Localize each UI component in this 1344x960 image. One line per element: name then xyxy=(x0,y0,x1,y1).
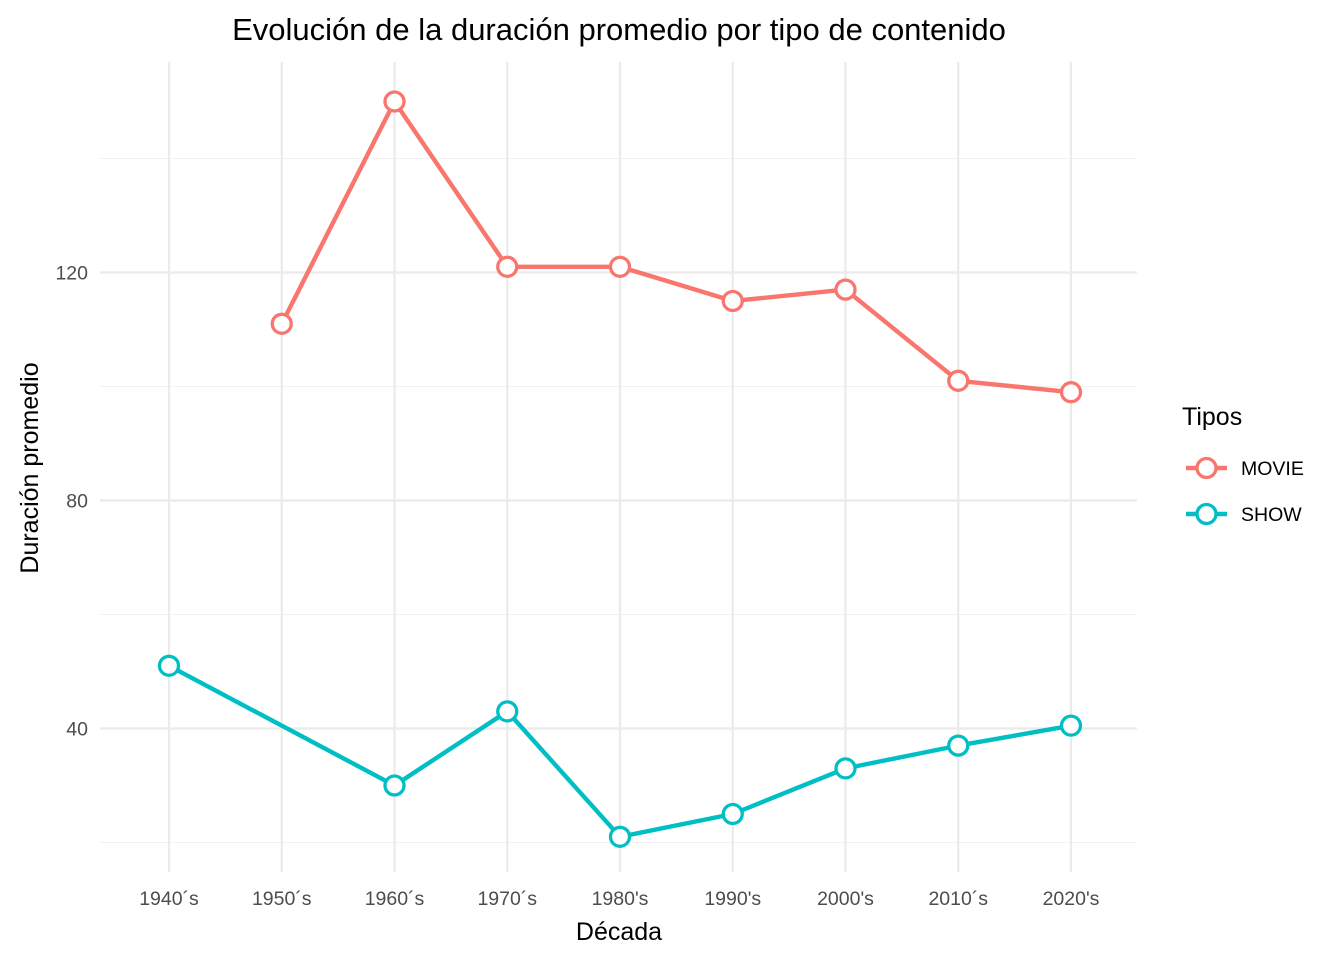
x-tick-label: 1940´s xyxy=(139,888,199,910)
x-axis-ticks: 1940´s 1950´s 1960´s 1970´s 1980's 1990's 2000… xyxy=(139,888,1099,910)
data-point-show xyxy=(496,700,519,723)
data-point-movie xyxy=(496,255,519,278)
legend-item-movie: MOVIE xyxy=(1186,456,1304,480)
x-tick-label: 1960´s xyxy=(365,888,425,910)
data-point-show xyxy=(383,774,406,797)
series-line-movie xyxy=(279,99,1072,395)
series-points xyxy=(157,90,1083,848)
y-tick-label: 120 xyxy=(55,263,88,285)
x-tick-label: 1950´s xyxy=(252,888,312,910)
legend-title: Tipos xyxy=(1182,403,1242,431)
grid xyxy=(100,62,1137,872)
legend-key-marker xyxy=(1195,502,1218,526)
y-axis-ticks: 40 80 120 xyxy=(55,263,88,741)
data-point-show xyxy=(721,802,744,826)
legend-item-show: SHOW xyxy=(1186,502,1302,526)
x-tick-label: 1970´s xyxy=(477,888,537,910)
x-tick-label: 2000's xyxy=(817,888,874,910)
data-point-movie xyxy=(383,90,406,113)
y-tick-label: 80 xyxy=(66,491,88,513)
legend-label: MOVIE xyxy=(1241,458,1304,480)
data-point-movie xyxy=(947,369,970,392)
data-point-show xyxy=(1059,714,1083,737)
chart-title: Evolución de la duración promedio por ti… xyxy=(232,12,1006,47)
data-point-show xyxy=(947,734,970,757)
data-point-show xyxy=(608,825,632,848)
data-point-movie xyxy=(721,289,744,313)
data-point-movie xyxy=(608,255,632,278)
data-point-show xyxy=(834,757,857,780)
x-tick-label: 1980's xyxy=(592,888,649,910)
data-point-movie xyxy=(1059,381,1083,404)
data-point-movie xyxy=(834,278,857,301)
x-axis-title: Década xyxy=(576,918,662,946)
y-axis-title: Duración promedio xyxy=(16,362,44,573)
data-point-show xyxy=(157,654,181,677)
x-tick-label: 2010´s xyxy=(928,888,988,910)
series-line-show xyxy=(167,663,1072,839)
legend-label: SHOW xyxy=(1241,504,1302,526)
series-lines xyxy=(167,99,1072,839)
legend: Tipos MOVIE SHOW xyxy=(1182,403,1304,526)
legend-key-marker xyxy=(1195,456,1218,480)
x-tick-label: 1990's xyxy=(704,888,761,910)
y-tick-label: 40 xyxy=(66,719,88,741)
data-point-movie xyxy=(270,312,293,335)
x-tick-label: 2020's xyxy=(1043,888,1100,910)
